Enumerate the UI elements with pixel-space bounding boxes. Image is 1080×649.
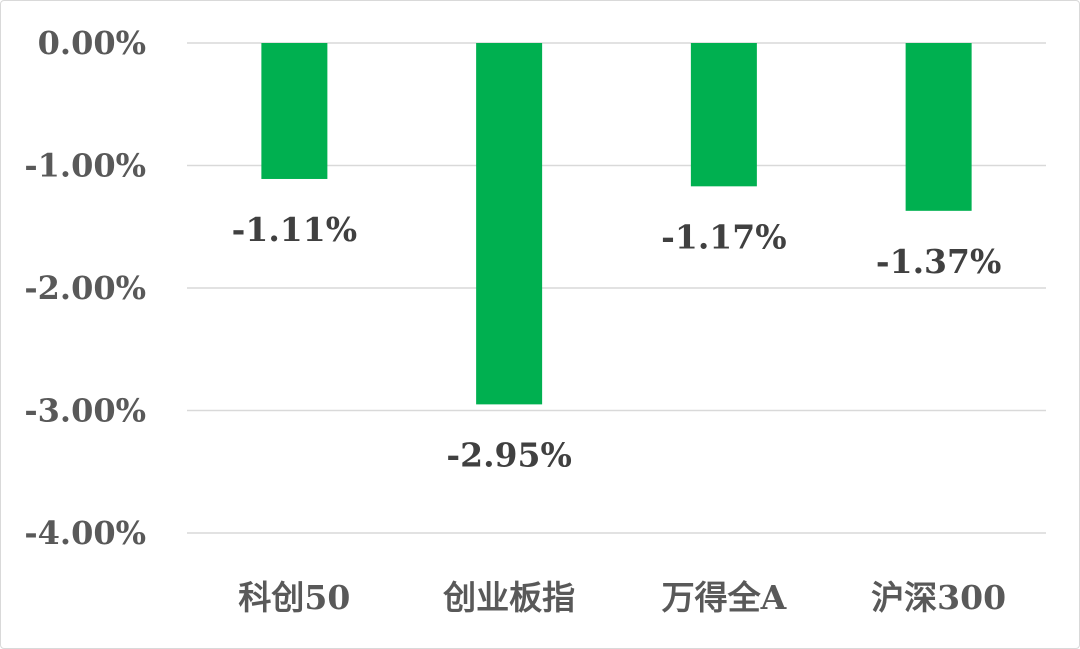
y-tick-label: 0.00% [38,24,146,62]
y-tick-label: -4.00% [24,514,146,552]
y-tick-label: -3.00% [24,392,146,430]
category-label: 万得全A [662,578,787,617]
x-axis-category-labels: 科创50 创业板指 万得全A 沪深300 [238,578,1006,617]
data-label: -1.11% [232,210,357,249]
bar [905,43,972,211]
bar [690,43,757,187]
data-label: -2.95% [446,435,571,474]
y-axis-tick-labels: 0.00% -1.00% -2.00% -3.00% -4.00% [24,24,146,552]
bars [261,43,972,405]
data-labels: -1.11% -2.95% -1.17% -1.37% [232,210,1002,474]
category-label: 创业板指 [442,578,575,617]
data-label: -1.37% [876,242,1001,281]
y-tick-label: -1.00% [24,147,146,185]
bar [476,43,543,405]
bar [261,43,328,179]
data-label: -1.17% [661,217,786,256]
y-tick-label: -2.00% [24,269,146,307]
category-label: 科创50 [238,578,350,617]
gridlines [187,42,1046,534]
category-label: 沪深300 [871,578,1006,617]
